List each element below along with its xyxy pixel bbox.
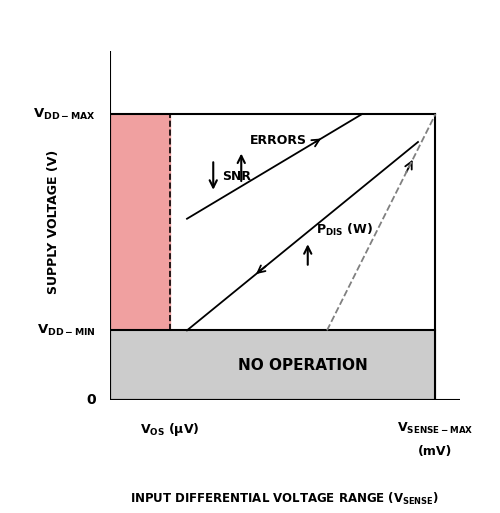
Bar <box>110 114 170 330</box>
Text: SNR: SNR <box>222 169 251 183</box>
Text: $\mathregular{V_{DD-MAX}}$: $\mathregular{V_{DD-MAX}}$ <box>34 107 96 122</box>
Text: INPUT DIFFERENTIAL VOLTAGE RANGE ($\mathregular{V_{SENSE}}$): INPUT DIFFERENTIAL VOLTAGE RANGE ($\math… <box>130 491 440 507</box>
Text: ERRORS: ERRORS <box>250 134 307 147</box>
Text: $\mathregular{V_{DD-MIN}}$: $\mathregular{V_{DD-MIN}}$ <box>37 323 96 338</box>
Bar <box>110 330 436 400</box>
Text: $\mathregular{V_{OS}}$ (μV): $\mathregular{V_{OS}}$ (μV) <box>140 421 200 438</box>
Text: (mV): (mV) <box>418 445 452 459</box>
Text: $\mathregular{V_{SENSE-MAX}}$: $\mathregular{V_{SENSE-MAX}}$ <box>398 421 473 436</box>
Text: NO OPERATION: NO OPERATION <box>238 358 368 373</box>
Text: $\mathregular{P_{DIS}}$ (W): $\mathregular{P_{DIS}}$ (W) <box>316 222 374 238</box>
Text: SUPPLY VOLTAGE (V): SUPPLY VOLTAGE (V) <box>48 150 60 294</box>
Text: 0: 0 <box>86 393 96 407</box>
